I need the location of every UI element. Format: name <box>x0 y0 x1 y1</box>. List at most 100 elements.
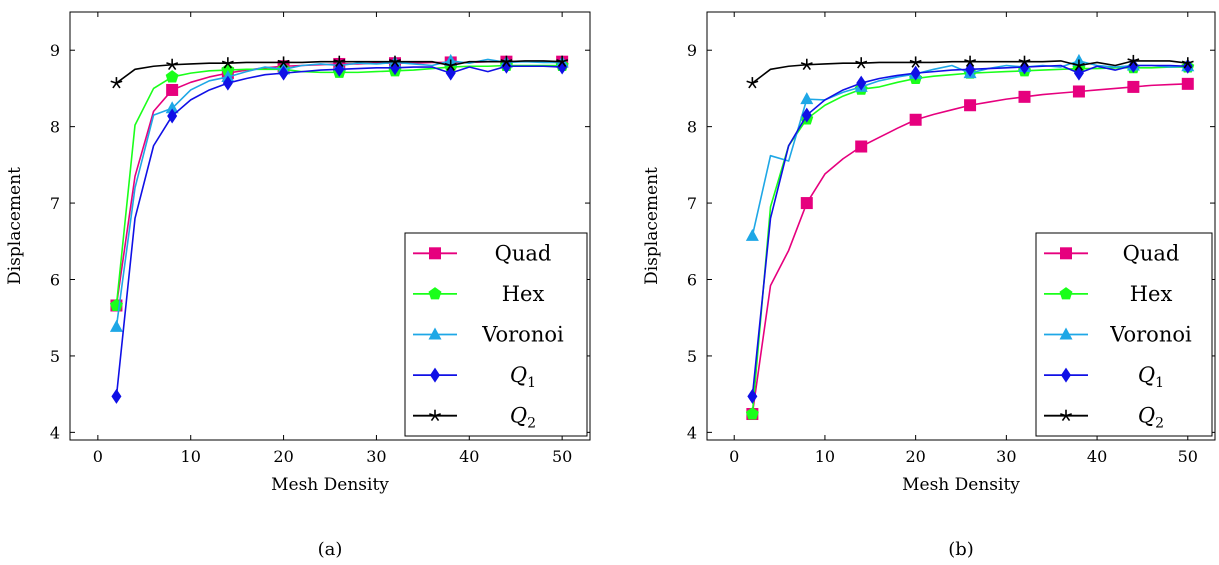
data-point-q-2 <box>855 57 868 69</box>
data-point-q-1 <box>111 388 122 404</box>
legend-marker-q-2 <box>429 409 441 422</box>
data-point-voronoi <box>745 228 759 241</box>
data-point-q-2 <box>166 58 179 71</box>
y-tick-label: 6 <box>50 271 60 290</box>
chart-panel-b: 0 10 20 30 40 50 4 5 6 7 8 9 Mesh Density Displacemen… <box>642 11 1216 560</box>
legend-marker-q-1 <box>430 367 440 383</box>
panel-caption: (a) <box>318 539 343 560</box>
legend-label-quad: Quad <box>495 241 552 265</box>
legend-marker-hex <box>428 287 442 300</box>
data-point-quad <box>909 113 922 126</box>
data-point-voronoi <box>165 101 179 114</box>
y-tick-label: 8 <box>687 118 697 137</box>
legend-label-q-1: Q1 <box>1138 363 1164 391</box>
data-point-quad <box>1181 77 1194 90</box>
x-tick-label: 50 <box>552 447 572 466</box>
data-point-quad <box>1127 80 1140 93</box>
y-tick-label: 7 <box>687 194 697 213</box>
data-point-q-2 <box>389 55 401 68</box>
panel-caption: (b) <box>948 539 974 560</box>
legend-marker-q-2 <box>1060 409 1072 422</box>
y-tick-label: 8 <box>50 118 60 137</box>
plot-frame <box>706 11 1216 441</box>
data-point-quad <box>1018 90 1031 103</box>
legend-label-voronoi: Voronoi <box>1109 323 1192 347</box>
data-point-q-2 <box>110 77 123 89</box>
data-point-q-2 <box>500 55 513 68</box>
y-tick-label: 7 <box>50 194 60 213</box>
data-point-quad <box>855 140 868 153</box>
data-point-q-2 <box>221 57 234 69</box>
data-point-q-2 <box>800 58 813 71</box>
data-point-q-1 <box>965 61 976 77</box>
data-point-voronoi <box>800 92 814 105</box>
data-point-q-2 <box>1181 57 1194 69</box>
data-point-hex <box>165 70 179 83</box>
y-tick-label: 5 <box>50 347 60 366</box>
data-point-q-2 <box>1127 54 1140 67</box>
data-point-q-1 <box>167 108 178 124</box>
y-axis-label: Displacement <box>5 167 25 285</box>
x-axis-label: Mesh Density <box>271 475 389 495</box>
data-point-voronoi <box>109 319 123 332</box>
legend-marker-voronoi <box>1059 327 1073 340</box>
data-point-q-2 <box>746 77 759 89</box>
legend-label-q-2: Q2 <box>510 404 536 432</box>
data-point-hex <box>745 407 759 420</box>
legend-marker-quad <box>429 247 441 260</box>
x-tick-label: 20 <box>273 447 293 466</box>
x-tick-label: 40 <box>1087 447 1107 466</box>
x-tick-label: 40 <box>459 447 479 466</box>
y-tick-label: 4 <box>50 423 60 442</box>
x-axis-label: Mesh Density <box>902 475 1020 495</box>
data-point-q-1 <box>501 58 512 74</box>
data-point-q-2 <box>909 56 922 68</box>
y-tick-label: 9 <box>687 41 697 60</box>
plot-frame <box>69 11 591 441</box>
y-tick-label: 4 <box>687 423 697 442</box>
data-point-q-2 <box>964 55 977 68</box>
data-point-q-1 <box>222 75 233 91</box>
legend-label-q-2: Q2 <box>1138 404 1164 432</box>
legend: Quad Hex Voronoi Q1 Q2 <box>1035 232 1213 437</box>
data-point-q-1 <box>910 65 921 81</box>
data-point-quad <box>800 197 813 210</box>
legend-label-hex: Hex <box>1130 282 1173 306</box>
data-point-q-2 <box>277 56 290 68</box>
legend-marker-hex <box>1059 287 1073 300</box>
chart-panel-a: 0 10 20 30 40 50 4 5 6 7 8 9 Mesh Density Displacemen… <box>5 11 591 560</box>
x-tick-label: 10 <box>815 447 835 466</box>
legend-label-quad: Quad <box>1123 241 1180 265</box>
x-tick-label: 30 <box>366 447 386 466</box>
legend-marker-quad <box>1060 247 1072 260</box>
x-tick-label: 30 <box>996 447 1016 466</box>
data-point-quad <box>964 99 977 112</box>
data-point-q-1 <box>1019 59 1030 75</box>
data-point-quad <box>1072 85 1085 98</box>
data-point-q-2 <box>333 55 346 68</box>
data-point-q-1 <box>278 65 289 81</box>
x-tick-label: 0 <box>729 447 739 466</box>
data-point-q-1 <box>747 388 758 404</box>
legend-label-voronoi: Voronoi <box>481 323 564 347</box>
data-point-q-1 <box>334 61 345 77</box>
x-tick-label: 20 <box>905 447 925 466</box>
x-tick-label: 0 <box>93 447 103 466</box>
data-point-q-1 <box>856 75 867 91</box>
data-point-q-1 <box>801 107 812 123</box>
y-tick-label: 5 <box>687 347 697 366</box>
y-tick-label: 6 <box>687 271 697 290</box>
legend: Quad Hex Voronoi Q1 Q2 <box>404 232 588 437</box>
legend-label-hex: Hex <box>502 282 545 306</box>
data-point-q-2 <box>1072 59 1085 71</box>
x-tick-label: 50 <box>1178 447 1198 466</box>
legend-marker-voronoi <box>428 327 442 340</box>
data-point-q-1 <box>557 59 568 75</box>
legend-label-q-1: Q1 <box>510 363 536 391</box>
data-point-q-1 <box>390 60 400 76</box>
y-tick-label: 9 <box>50 41 60 60</box>
legend-marker-q-1 <box>1061 367 1071 383</box>
data-point-quad <box>166 83 179 96</box>
y-axis-label: Displacement <box>642 167 662 285</box>
data-point-q-2 <box>444 59 457 71</box>
